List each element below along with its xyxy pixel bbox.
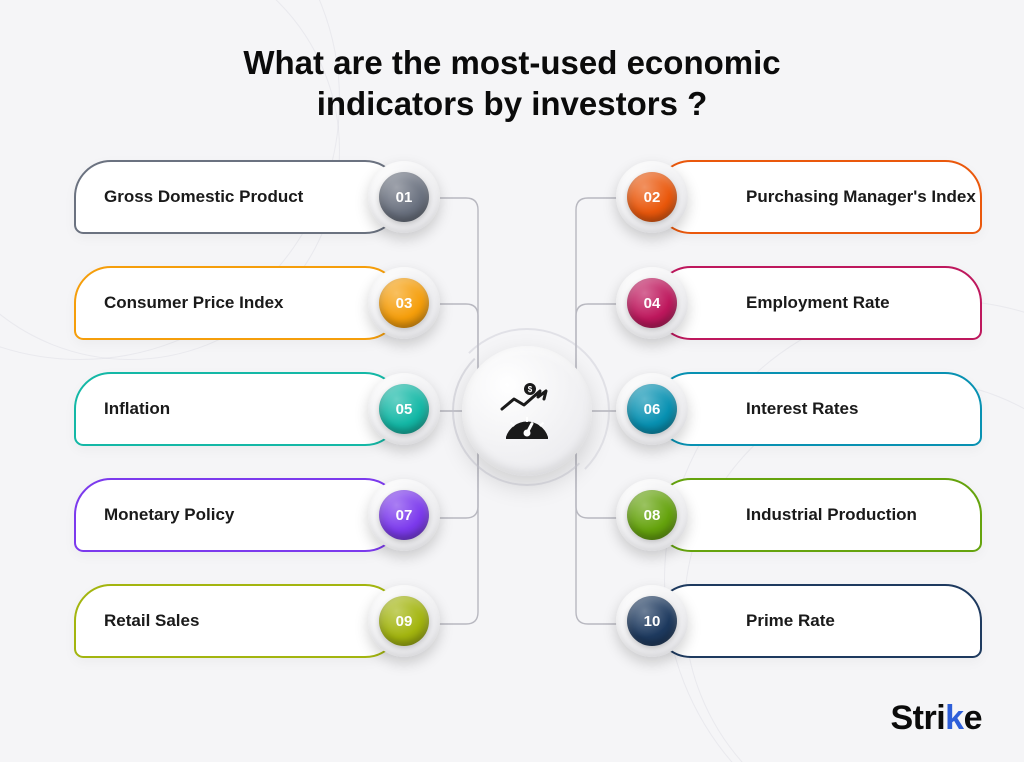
title-line-2: indicators by investors ?: [317, 85, 708, 122]
indicator-badge: 03: [379, 278, 429, 328]
indicator-pill: Industrial Production: [654, 478, 982, 552]
badge-outer: 09: [368, 585, 440, 657]
indicator-item: Inflation 05: [74, 372, 434, 446]
title-line-1: What are the most-used economic: [243, 44, 780, 81]
brand-text-after: e: [964, 699, 982, 737]
svg-text:$: $: [528, 385, 533, 394]
indicator-pill: Purchasing Manager's Index: [654, 160, 982, 234]
indicator-label: Purchasing Manager's Index: [746, 187, 976, 207]
badge-outer: 01: [368, 161, 440, 233]
badge-number: 06: [644, 401, 661, 418]
indicator-item: Industrial Production 08: [622, 478, 982, 552]
badge-outer: 04: [616, 267, 688, 339]
indicator-badge: 02: [627, 172, 677, 222]
indicator-item: Employment Rate 04: [622, 266, 982, 340]
indicator-pill: Interest Rates: [654, 372, 982, 446]
indicator-item: Purchasing Manager's Index 02: [622, 160, 982, 234]
indicator-item: Prime Rate 10: [622, 584, 982, 658]
indicator-item: Retail Sales 09: [74, 584, 434, 658]
indicator-pill: Retail Sales: [74, 584, 402, 658]
badge-number: 03: [396, 295, 413, 312]
left-column: Gross Domestic Product 01 Consumer Price…: [74, 160, 434, 658]
indicator-badge: 08: [627, 490, 677, 540]
brand-logo: Strike: [890, 699, 982, 738]
badge-outer: 03: [368, 267, 440, 339]
economy-icon: $: [492, 376, 562, 446]
indicator-badge: 05: [379, 384, 429, 434]
indicator-label: Consumer Price Index: [104, 293, 284, 313]
badge-number: 01: [396, 189, 413, 206]
indicator-pill: Employment Rate: [654, 266, 982, 340]
indicator-label: Retail Sales: [104, 611, 199, 631]
brand-text-before: Stri: [890, 699, 945, 737]
indicator-item: Monetary Policy 07: [74, 478, 434, 552]
badge-outer: 02: [616, 161, 688, 233]
badge-number: 09: [396, 613, 413, 630]
badge-outer: 07: [368, 479, 440, 551]
indicator-badge: 06: [627, 384, 677, 434]
badge-outer: 08: [616, 479, 688, 551]
page-title: What are the most-used economic indicato…: [0, 42, 1024, 125]
indicator-pill: Prime Rate: [654, 584, 982, 658]
brand-accent: k: [945, 699, 963, 738]
indicator-pill: Monetary Policy: [74, 478, 402, 552]
badge-number: 08: [644, 507, 661, 524]
indicator-item: Gross Domestic Product 01: [74, 160, 434, 234]
indicator-pill: Consumer Price Index: [74, 266, 402, 340]
badge-outer: 10: [616, 585, 688, 657]
right-column: Purchasing Manager's Index 02 Employment…: [622, 160, 982, 658]
badge-number: 07: [396, 507, 413, 524]
indicator-badge: 04: [627, 278, 677, 328]
badge-number: 04: [644, 295, 661, 312]
indicator-pill: Inflation: [74, 372, 402, 446]
indicator-label: Inflation: [104, 399, 170, 419]
badge-number: 02: [644, 189, 661, 206]
indicator-label: Gross Domestic Product: [104, 187, 303, 207]
indicator-label: Interest Rates: [746, 399, 858, 419]
badge-outer: 05: [368, 373, 440, 445]
indicator-label: Prime Rate: [746, 611, 835, 631]
center-hub: $: [462, 346, 592, 476]
badge-number: 10: [644, 613, 661, 630]
indicator-badge: 01: [379, 172, 429, 222]
indicator-pill: Gross Domestic Product: [74, 160, 402, 234]
indicator-label: Industrial Production: [746, 505, 917, 525]
indicator-badge: 07: [379, 490, 429, 540]
indicator-label: Monetary Policy: [104, 505, 234, 525]
indicator-label: Employment Rate: [746, 293, 890, 313]
indicator-badge: 10: [627, 596, 677, 646]
indicator-badge: 09: [379, 596, 429, 646]
indicator-item: Consumer Price Index 03: [74, 266, 434, 340]
badge-number: 05: [396, 401, 413, 418]
badge-outer: 06: [616, 373, 688, 445]
indicator-item: Interest Rates 06: [622, 372, 982, 446]
